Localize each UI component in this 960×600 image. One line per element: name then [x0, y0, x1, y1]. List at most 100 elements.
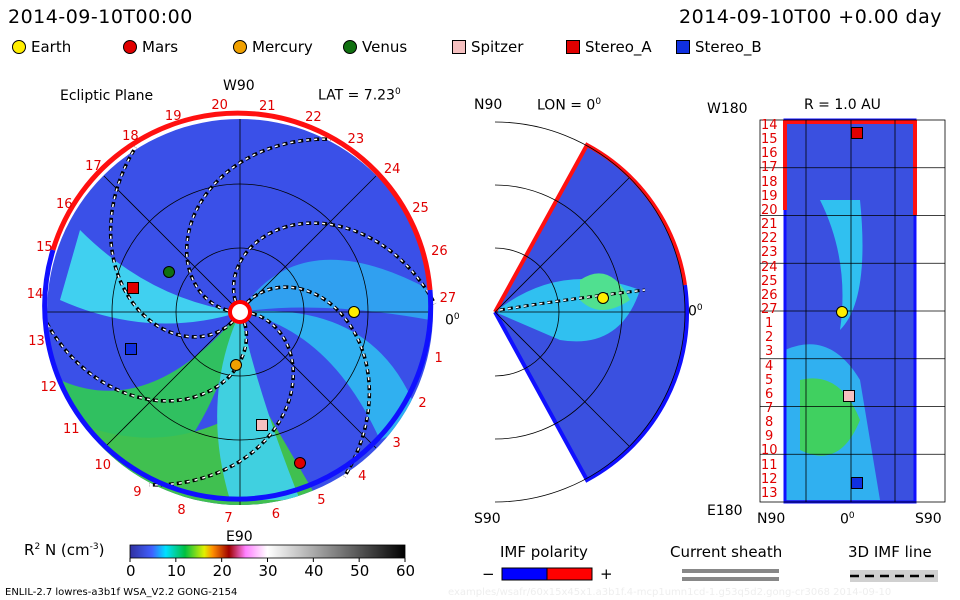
- spitzer-marker: [843, 390, 855, 402]
- legend-label-mars: Mars: [142, 38, 179, 56]
- radial-y-label: 7: [765, 401, 774, 416]
- radial-y-label: 1: [765, 316, 774, 332]
- colorbar-tick: 30: [258, 562, 278, 580]
- colorbar-tick: 20: [212, 562, 232, 580]
- radial-y-label: 16: [761, 146, 778, 162]
- day-label: 6: [271, 507, 281, 523]
- radial-x-label-s90: S90: [915, 511, 942, 527]
- day-label: 5: [317, 493, 326, 509]
- radial-y-label: 12: [761, 471, 778, 487]
- day-label: 24: [383, 162, 401, 178]
- radial-y-label: 26: [761, 287, 778, 303]
- current-sheath-swatch: [682, 569, 779, 573]
- legend-marker-spitzer: [452, 40, 466, 54]
- stereo_b-marker: [851, 477, 863, 489]
- legend-label-venus: Venus: [362, 38, 408, 56]
- day-label: 18: [122, 129, 139, 145]
- colorbar-label: R2 N (cm-3): [24, 541, 105, 559]
- footer-right: examples/wsafr/60x15x45x1.a3b1f.4-mcp1um…: [448, 587, 892, 598]
- day-label: 19: [164, 108, 182, 124]
- day-label: 17: [85, 159, 102, 175]
- day-label: 21: [258, 98, 276, 114]
- radial-y-label: 8: [765, 415, 774, 431]
- day-label: 27: [439, 291, 457, 306]
- day-label: 11: [63, 422, 80, 438]
- ecliptic-title: Ecliptic Plane: [60, 88, 154, 104]
- colorbar-tick: 0: [126, 562, 136, 580]
- imf-minus: −: [482, 565, 495, 583]
- earth-marker: [348, 306, 360, 318]
- earth-marker: [836, 306, 848, 318]
- radial-x-label-0: 00: [840, 511, 855, 528]
- radial-y-label: 23: [761, 245, 778, 261]
- day-label: 1: [434, 351, 443, 367]
- colorbar-tick: 60: [396, 562, 416, 580]
- radial-y-label: 24: [761, 259, 778, 275]
- legend-marker-stereo_b: [676, 40, 690, 54]
- radial-panel: [759, 118, 946, 504]
- radial-y-label: 2: [765, 330, 774, 346]
- radial-y-label: 15: [761, 132, 778, 148]
- day-label: 7: [224, 510, 233, 526]
- spitzer-marker: [256, 419, 268, 431]
- colorbar-tick: 50: [350, 562, 370, 580]
- current-sheath-label: Current sheath: [670, 543, 783, 561]
- imf-line-swatch: [850, 570, 938, 582]
- colorbar: [129, 544, 406, 559]
- radial-x-label-n90: N90: [757, 511, 786, 527]
- venus-marker: [163, 266, 175, 278]
- ecliptic-top-label: W90: [223, 78, 255, 94]
- imf-positive-swatch: [546, 567, 593, 581]
- radial-y-label: 20: [761, 202, 778, 218]
- mercury-marker: [230, 359, 242, 371]
- legend-marker-mercury: [233, 40, 247, 54]
- day-label: 22: [305, 109, 322, 125]
- day-label: 16: [55, 196, 73, 212]
- meridional-wedge: [493, 121, 689, 503]
- radial-y-label: 10: [761, 443, 778, 459]
- day-label: 15: [36, 240, 53, 256]
- radial-y-label: 19: [761, 188, 778, 204]
- day-label: 10: [94, 457, 112, 473]
- radial-y-label: 14: [761, 118, 778, 133]
- day-label: 13: [28, 334, 45, 350]
- day-label: 4: [358, 468, 367, 484]
- meridional-top-label: N90: [474, 97, 503, 113]
- imf-polarity-label: IMF polarity: [500, 543, 588, 561]
- day-label: 2: [418, 396, 427, 412]
- stereo_a-marker: [851, 127, 863, 139]
- legend-label-mercury: Mercury: [252, 38, 313, 56]
- day-label: 26: [431, 244, 448, 260]
- time-right: 2014-09-10T00 +0.00 day: [679, 6, 942, 28]
- radial-y-label: 11: [761, 457, 778, 473]
- radial-y-label: 9: [765, 429, 774, 445]
- ecliptic-right-label: 00: [445, 312, 460, 329]
- colorbar-tick: 40: [304, 562, 324, 580]
- legend-marker-mars: [123, 40, 137, 54]
- meridional-lon-label: LON = 00: [537, 97, 602, 114]
- legend-label-spitzer: Spitzer: [471, 38, 524, 56]
- radial-y-label: 22: [761, 231, 778, 247]
- legend-marker-stereo_a: [566, 40, 580, 54]
- radial-y-label: 21: [761, 217, 778, 233]
- footer-left: ENLIL-2.7 lowres-a3b1f WSA_V2.2 GONG-215…: [5, 587, 238, 598]
- radial-y-label: 17: [761, 160, 778, 176]
- day-label: 9: [133, 485, 142, 501]
- day-label: 3: [392, 435, 401, 451]
- stereo_a-marker: [127, 282, 139, 294]
- legend-label-stereo_a: Stereo_A: [585, 38, 652, 56]
- day-label: 14: [26, 286, 44, 302]
- colorbar-tick: 10: [166, 562, 186, 580]
- day-label: 20: [211, 98, 228, 114]
- imf-negative-swatch: [501, 567, 548, 581]
- meridional-bottom-label: S90: [474, 511, 501, 527]
- radial-y-label: 18: [761, 174, 778, 190]
- radial-y-label: 6: [765, 386, 774, 402]
- radial-y-label: 25: [761, 273, 778, 289]
- imf-plus: +: [600, 565, 613, 583]
- legend-label-earth: Earth: [31, 38, 72, 56]
- legend-label-stereo_b: Stereo_B: [695, 38, 762, 56]
- radial-y-label: 13: [761, 485, 778, 501]
- imf-line-label: 3D IMF line: [848, 543, 932, 561]
